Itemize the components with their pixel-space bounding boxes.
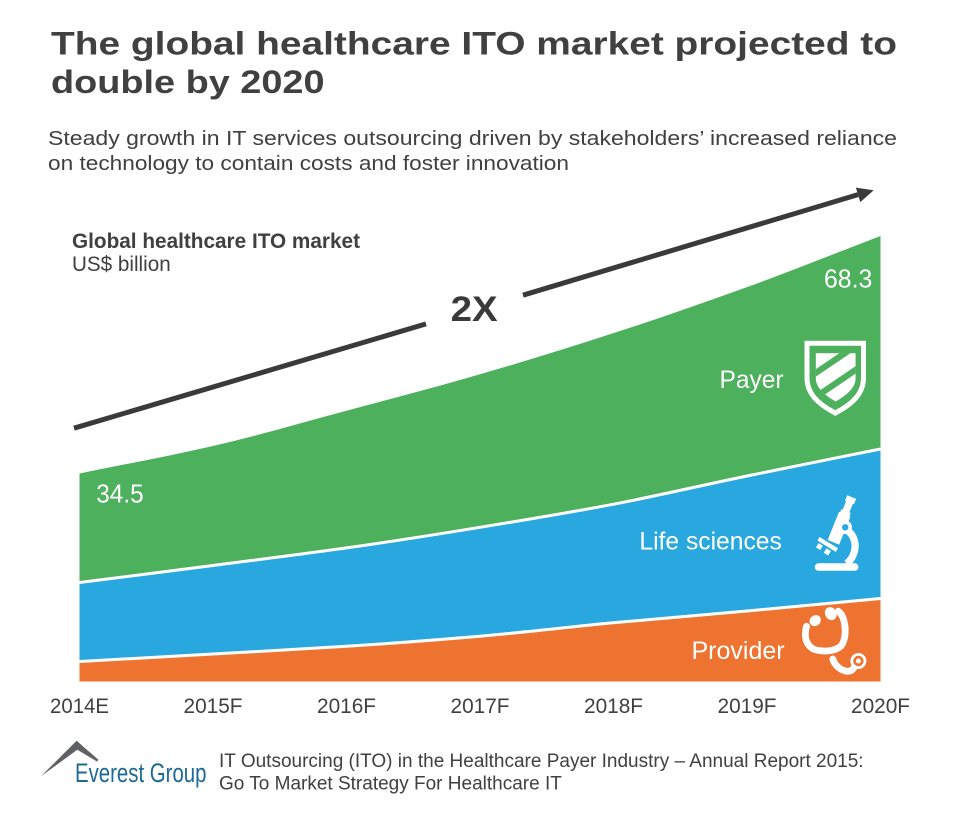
svg-text:2020F: 2020F [851,695,910,718]
svg-text:on technology to contain costs: on technology to contain costs and foste… [48,153,569,175]
svg-text:Everest Group: Everest Group [75,758,207,788]
svg-text:2017F: 2017F [451,695,510,718]
svg-text:34.5: 34.5 [96,478,143,508]
svg-text:Steady growth in IT services o: Steady growth in IT services outsourcing… [48,128,897,150]
svg-text:Global healthcare ITO market: Global healthcare ITO market [72,230,360,253]
svg-text:2014E: 2014E [50,695,109,718]
svg-text:Provider: Provider [692,637,785,665]
svg-text:Life sciences: Life sciences [639,528,781,556]
svg-text:IT Outsourcing (ITO) in the He: IT Outsourcing (ITO) in the Healthcare P… [219,751,864,772]
svg-text:68.3: 68.3 [824,263,872,293]
svg-text:Payer: Payer [720,366,784,394]
svg-text:US$ billion: US$ billion [72,253,171,276]
svg-text:2X: 2X [451,290,499,329]
svg-text:2019F: 2019F [718,695,777,718]
svg-text:double by 2020: double by 2020 [51,64,325,100]
svg-text:2015F: 2015F [184,695,243,718]
svg-text:2018F: 2018F [584,695,643,718]
svg-text:Go To Market Strategy For Heal: Go To Market Strategy For Healthcare IT [219,774,562,795]
svg-text:2016F: 2016F [317,695,376,718]
svg-text:The global healthcare ITO mark: The global healthcare ITO market project… [51,25,897,61]
